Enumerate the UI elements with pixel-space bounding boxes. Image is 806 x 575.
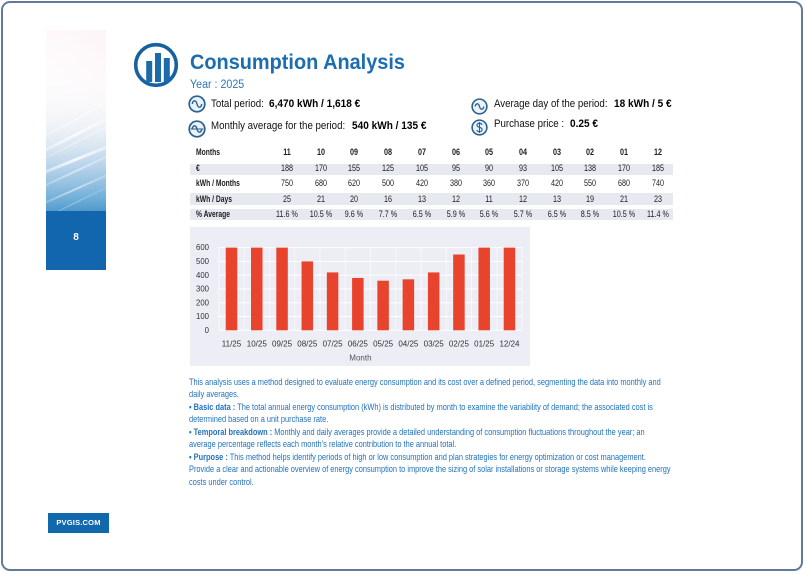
svg-text:07/25: 07/25	[323, 340, 344, 349]
svg-text:300: 300	[196, 285, 210, 294]
svg-text:01/25: 01/25	[474, 340, 495, 349]
svg-text:200: 200	[196, 298, 210, 307]
svg-text:12/24: 12/24	[499, 340, 520, 349]
svg-text:09/25: 09/25	[272, 340, 293, 349]
svg-text:04/25: 04/25	[398, 340, 419, 349]
svg-text:Month: Month	[349, 354, 371, 363]
svg-text:400: 400	[196, 271, 210, 280]
svg-text:03/25: 03/25	[424, 340, 445, 349]
svg-text:0: 0	[205, 326, 210, 335]
svg-text:500: 500	[196, 257, 210, 266]
svg-text:10/25: 10/25	[247, 340, 268, 349]
svg-text:06/25: 06/25	[348, 340, 369, 349]
svg-text:11/25: 11/25	[222, 340, 242, 349]
svg-text:05/25: 05/25	[373, 340, 394, 349]
svg-text:08/25: 08/25	[297, 340, 318, 349]
svg-text:600: 600	[196, 243, 210, 252]
svg-text:100: 100	[196, 312, 210, 321]
svg-text:02/25: 02/25	[449, 340, 470, 349]
